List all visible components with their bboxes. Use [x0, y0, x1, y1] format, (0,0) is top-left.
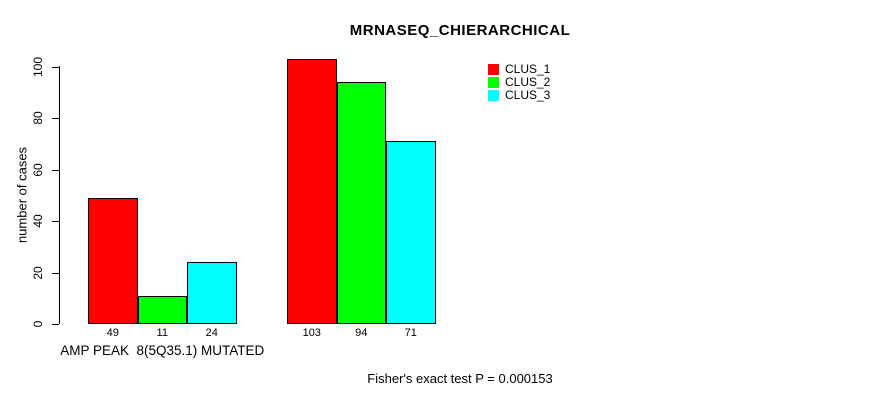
y-axis-line — [59, 66, 60, 324]
y-axis-tick — [52, 118, 59, 119]
bar-clus_2-group2 — [336, 81, 386, 324]
y-axis-tick — [52, 272, 59, 274]
fisher-test-annotation: Fisher's exact test P = 0.000153 — [367, 371, 553, 386]
legend-swatch-icon — [488, 77, 499, 88]
legend-label: CLUS_1 — [505, 62, 551, 76]
y-axis-label: number of cases — [14, 146, 30, 244]
legend-label: CLUS_2 — [505, 75, 551, 89]
y-axis-tick — [52, 221, 59, 222]
bar-value-label: 94 — [355, 327, 368, 339]
y-axis-tick-label: 80 — [31, 111, 45, 125]
bar-value-label: 49 — [106, 327, 119, 339]
y-axis-tick — [52, 324, 59, 325]
bar-clus_2-group1 — [137, 295, 187, 324]
chart-legend: CLUS_1 CLUS_2 CLUS_3 — [488, 63, 550, 102]
legend-item-clus_1: CLUS_1 — [488, 63, 550, 76]
legend-item-clus_2: CLUS_2 — [488, 76, 550, 89]
legend-swatch-icon — [488, 90, 499, 101]
bar-clus_1-group1 — [88, 197, 138, 324]
bar-value-label: 103 — [302, 327, 321, 339]
y-axis-tick-label: 20 — [31, 265, 45, 280]
bar-value-label: 71 — [404, 327, 417, 339]
bar-clus_3-group1 — [187, 262, 237, 324]
y-axis-tick — [52, 169, 59, 171]
legend-item-clus_3: CLUS_3 — [488, 89, 550, 102]
bar-value-label: 11 — [156, 327, 168, 339]
chart-title: MRNASEQ_CHIERARCHICAL — [349, 22, 571, 39]
bar-clus_1-group2 — [287, 58, 337, 324]
legend-label: CLUS_3 — [505, 88, 551, 102]
y-axis-tick-label: 100 — [31, 56, 45, 77]
bar-clus_3-group2 — [386, 141, 436, 324]
y-axis-tick — [52, 66, 59, 68]
y-axis-tick-label: 0 — [31, 320, 45, 328]
x-axis-group-label: AMP PEAK 8(5Q35.1) MUTATED — [60, 343, 265, 358]
y-axis-tick-label: 60 — [31, 162, 45, 177]
legend-swatch-icon — [488, 64, 499, 75]
bar-value-label: 24 — [205, 327, 218, 339]
y-axis-tick-label: 40 — [31, 214, 45, 228]
